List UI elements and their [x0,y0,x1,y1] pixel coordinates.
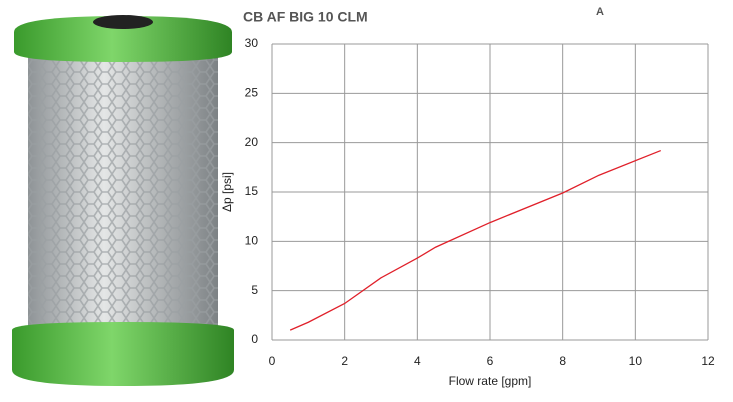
x-axis-label: Flow rate [gpm] [449,374,532,388]
annotation: A [596,6,604,18]
chart-title: CB AF BIG 10 CLM [243,9,368,25]
x-tick-label: 0 [269,354,276,368]
y-axis-label: Δp [psi] [220,172,234,212]
filter-photo [12,15,234,386]
y-tick-label: 30 [245,36,259,50]
x-tick-label: 6 [487,354,494,368]
x-tick-label: 4 [414,354,421,368]
y-tick-label: 0 [251,332,258,346]
y-tick-label: 5 [251,283,258,297]
x-tick-label: 2 [341,354,348,368]
y-tick-label: 10 [245,234,259,248]
x-tick-label: 8 [559,354,566,368]
data-line [289,149,662,331]
plot: 0 5 10 15 20 25 30 0 2 4 6 8 10 12 [245,36,715,368]
y-tick-label: 20 [245,135,259,149]
x-tick-label: 10 [629,354,643,368]
y-tick-label: 25 [245,86,259,100]
x-tick-label: 12 [701,354,715,368]
y-tick-label: 15 [245,184,259,198]
